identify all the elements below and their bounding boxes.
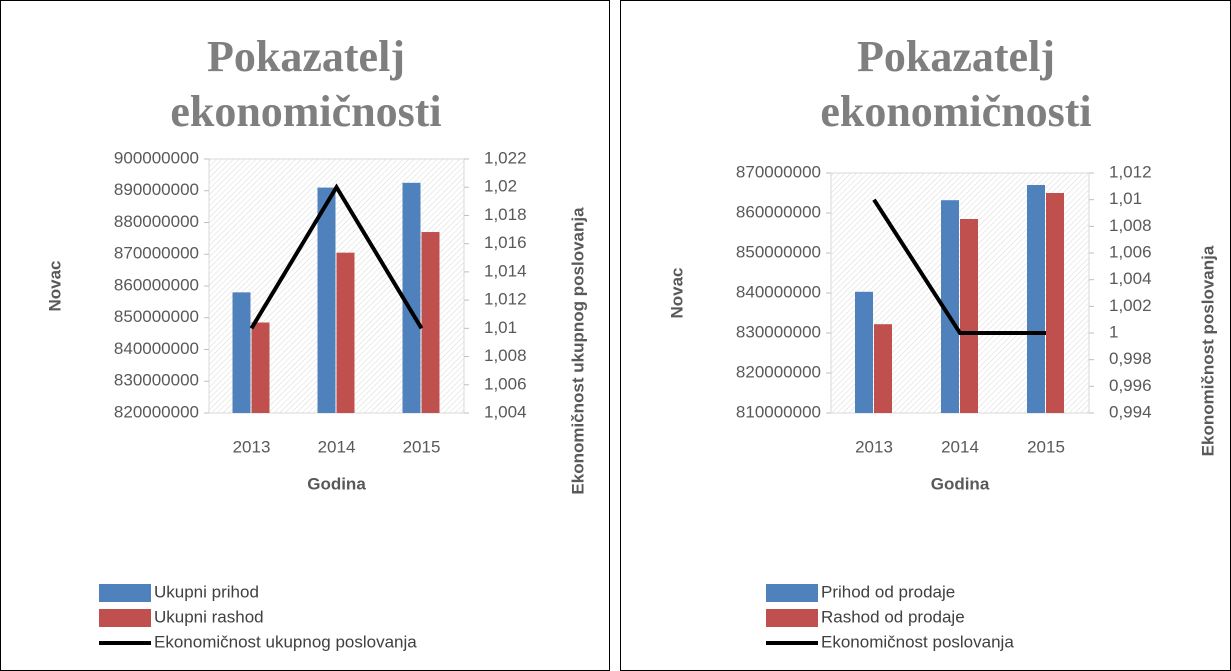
y-tick-label: 810000000 (736, 402, 821, 421)
bar (402, 182, 421, 413)
legend-label: Rashod od prodaje (821, 607, 965, 626)
y2-tick-label: 0,994 (1109, 402, 1152, 421)
y-tick-label: 840000000 (736, 282, 821, 301)
chart: 820000000 830000000 840000000 850000000 8600… (45, 148, 587, 651)
y-tick-label: 860000000 (736, 202, 821, 221)
x-tick-label: 2015 (1027, 437, 1065, 456)
y-tick-label: 890000000 (114, 180, 199, 199)
y2-tick-label: 1,006 (484, 374, 527, 393)
y-tick-label: 870000000 (736, 162, 821, 181)
y-axis-label: Novac (667, 267, 686, 318)
y2-tick-label: 0,996 (1109, 376, 1152, 395)
y2-tick-label: 1,012 (484, 290, 527, 309)
bar (1027, 185, 1045, 413)
y2-axis-label: Ekonomičnost poslovanja (1198, 245, 1217, 456)
chart-title: Pokazatelj ekonomičnosti (170, 32, 442, 136)
bar (251, 322, 270, 413)
bar (336, 252, 355, 413)
y2-tick-label: 1 (1109, 322, 1118, 341)
y2-axis-label: Ekonomičnost ukupnog poslovanja (568, 207, 587, 495)
chart: 810000000 820000000 830000000 840000000 8500… (667, 162, 1217, 651)
y-tick-label: 850000000 (114, 307, 199, 326)
x-tick-label: 2014 (941, 437, 979, 456)
x-tick-label: 2013 (855, 437, 893, 456)
y2-tick-label: 1,008 (484, 346, 527, 365)
legend-label: Ukupni prihod (154, 582, 259, 601)
y2-tick-label: 1,004 (484, 402, 527, 421)
y2-tick-label: 1,016 (484, 233, 527, 252)
chart-title: Pokazatelj ekonomičnosti (820, 32, 1092, 136)
y-tick-label: 900000000 (114, 148, 199, 167)
y2-tick-label: 1,012 (1109, 162, 1152, 181)
y-tick-label: 820000000 (736, 362, 821, 381)
x-tick-label: 2014 (318, 437, 356, 456)
x-tick-label: 2015 (403, 437, 441, 456)
y-tick-label: 830000000 (736, 322, 821, 341)
bar (874, 324, 892, 413)
legend-swatch (766, 609, 818, 627)
x-axis-label: Godina (931, 474, 990, 493)
y2-tick-label: 1,006 (1109, 242, 1152, 261)
legend-label: Ekonomičnost poslovanja (821, 632, 1014, 651)
chart-panel: 810000000 820000000 830000000 840000000 8500… (620, 0, 1231, 671)
y-tick-label: 820000000 (114, 402, 199, 421)
legend-swatch (99, 609, 151, 627)
y-tick-label: 870000000 (114, 244, 199, 263)
y2-tick-label: 1,01 (484, 318, 517, 337)
legend-label: Ekonomičnost ukupnog poslovanja (154, 632, 417, 651)
bar (855, 291, 873, 413)
y2-tick-label: 0,998 (1109, 349, 1152, 368)
x-axis-label: Godina (307, 474, 366, 493)
x-tick-label: 2013 (233, 437, 271, 456)
y-tick-label: 840000000 (114, 339, 199, 358)
legend-label: Ukupni rashod (154, 607, 264, 626)
bar (1046, 193, 1064, 413)
bar (941, 200, 959, 413)
chart-panel: 820000000 830000000 840000000 850000000 8600… (0, 0, 610, 671)
line-series (872, 198, 1046, 335)
y-tick-label: 830000000 (114, 371, 199, 390)
legend-swatch (99, 584, 151, 602)
y2-tick-label: 1,004 (1109, 269, 1152, 288)
y-axis-label: Novac (45, 260, 64, 311)
y2-tick-label: 1,022 (484, 148, 527, 167)
y2-tick-label: 1,008 (1109, 216, 1152, 235)
bar (317, 187, 336, 413)
y-tick-label: 860000000 (114, 275, 199, 294)
y2-tick-label: 1,018 (484, 205, 527, 224)
y2-tick-label: 1,01 (1109, 189, 1142, 208)
y2-tick-label: 1,002 (1109, 296, 1152, 315)
legend-label: Prihod od prodaje (821, 582, 955, 601)
y-tick-label: 880000000 (114, 212, 199, 231)
bar (421, 232, 440, 413)
bar (232, 292, 251, 413)
legend-swatch (766, 584, 818, 602)
y2-tick-label: 1,02 (484, 177, 517, 196)
y-tick-label: 850000000 (736, 242, 821, 261)
bar (960, 219, 978, 413)
y2-tick-label: 1,014 (484, 261, 527, 280)
line-series (249, 183, 424, 330)
